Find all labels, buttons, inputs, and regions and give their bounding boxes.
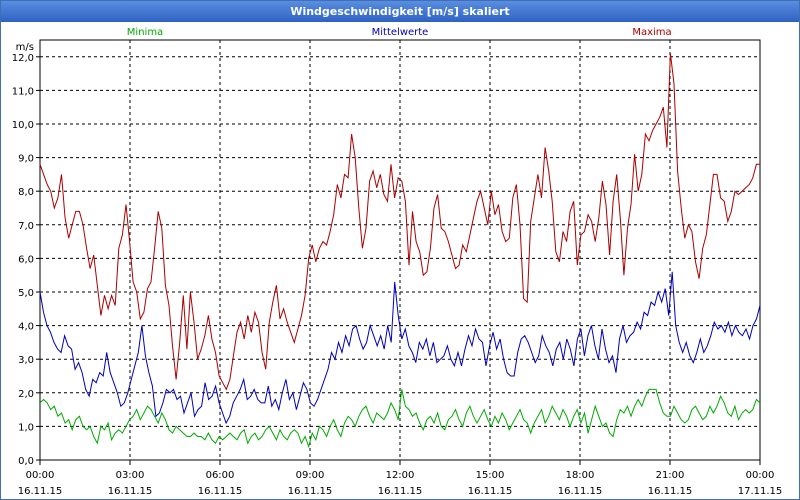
- x-tick-date: 16.11.15: [198, 486, 243, 497]
- x-tick-date: 16.11.15: [288, 486, 333, 497]
- legend-minima: Minima: [127, 27, 163, 38]
- y-tick-label: 8,0: [18, 187, 34, 198]
- window-title: Windgeschwindigkeit [m/s] skaliert: [1, 1, 799, 22]
- x-tick-time: 00:00: [26, 470, 55, 481]
- x-tick-time: 09:00: [296, 470, 325, 481]
- x-axis: 00:00 16.11.15 03:00 16.11.15 06:00 16.11.15 0…: [18, 460, 783, 497]
- y-tick-label: 6,0: [18, 254, 34, 265]
- x-tick-date: 16.11.15: [468, 486, 513, 497]
- y-tick-label: 11,0: [12, 86, 34, 97]
- y-tick-label: 9,0: [18, 154, 34, 165]
- x-tick-time: 18:00: [566, 470, 595, 481]
- x-tick-date: 17.11.15: [738, 486, 783, 497]
- x-tick-time: 15:00: [476, 470, 505, 481]
- y-tick-label: 10,0: [12, 120, 34, 131]
- x-tick-time: 03:00: [116, 470, 145, 481]
- y-tick-label: 0,0: [18, 456, 34, 467]
- grid: [40, 40, 760, 461]
- series-line-minima: [39, 388, 761, 449]
- y-tick-label: 3,0: [18, 355, 34, 366]
- x-tick-date: 16.11.15: [558, 486, 603, 497]
- x-tick-time: 21:00: [656, 470, 685, 481]
- x-tick-date: 16.11.15: [108, 486, 153, 497]
- series-line-maxima: [39, 53, 760, 391]
- y-tick-label: 5,0: [18, 288, 34, 299]
- y-axis: 0,0 1,0 2,0 3,0 4,0 5,0 6,0 7,0 8,0 9,0 10,0 11,0 12…: [12, 42, 40, 467]
- x-tick-time: 00:00: [746, 470, 775, 481]
- y-tick-label: 4,0: [18, 322, 34, 333]
- x-tick-time: 12:00: [386, 470, 415, 481]
- x-tick-date: 16.11.15: [648, 486, 693, 497]
- series-line-mittelwerte: [39, 271, 761, 425]
- series-lines: [39, 53, 761, 449]
- y-axis-unit: m/s: [16, 42, 34, 53]
- legend-mittelwerte: Mittelwerte: [372, 27, 429, 38]
- x-tick-date: 16.11.15: [18, 486, 63, 497]
- y-tick-label: 12,0: [12, 53, 34, 64]
- y-tick-label: 7,0: [18, 221, 34, 232]
- legend-maxima: Maxima: [632, 27, 671, 38]
- y-tick-label: 2,0: [18, 389, 34, 400]
- x-tick-date: 16.11.15: [378, 486, 423, 497]
- y-tick-label: 1,0: [18, 422, 34, 433]
- legend: Minima Mittelwerte Maxima: [127, 27, 672, 38]
- x-tick-time: 06:00: [206, 470, 235, 481]
